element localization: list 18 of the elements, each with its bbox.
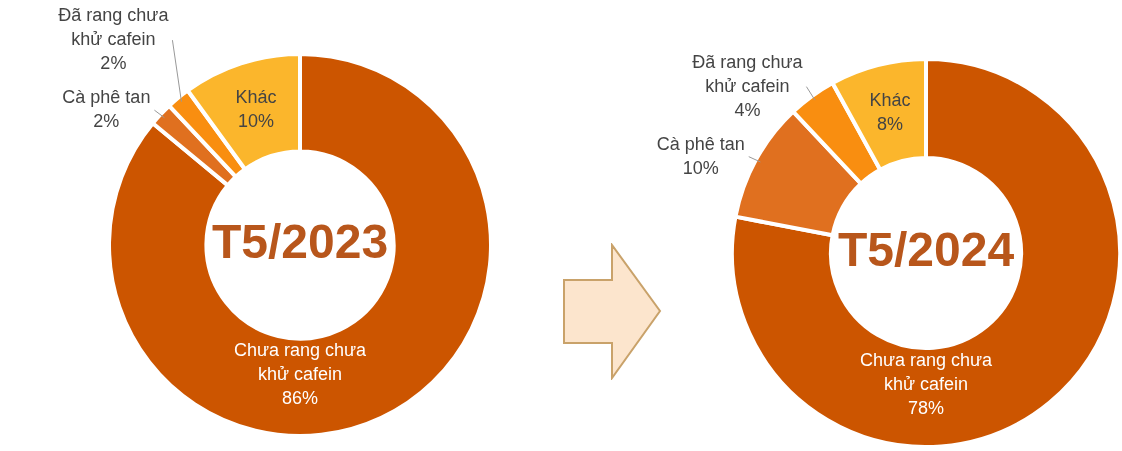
data-label: 8% [877,113,904,134]
data-label: 86% [281,387,319,408]
text: T5/2024 [837,223,1015,277]
slice-label: Chưa rang chưa khử cafein [233,339,368,384]
slice-label: Đã rang chưa khử cafein [58,5,170,50]
slice-label: Chưa rang chưa khử cafein [859,349,994,394]
text: T5/2023 [211,215,389,269]
slice-label: Cà phê tan [656,133,745,154]
data-label: 4% [734,99,761,120]
slice-label: Cà phê tan [62,87,151,108]
data-label: 10% [682,157,719,178]
data-label: 10% [238,110,275,131]
data-label: 2% [93,111,120,132]
data-label: 2% [100,53,127,74]
slice-label: Đã rang chưa khử cafein [692,51,804,96]
slice-label: Khác [235,86,277,107]
data-label: 78% [907,397,945,418]
slice-label: Khác [869,89,911,110]
